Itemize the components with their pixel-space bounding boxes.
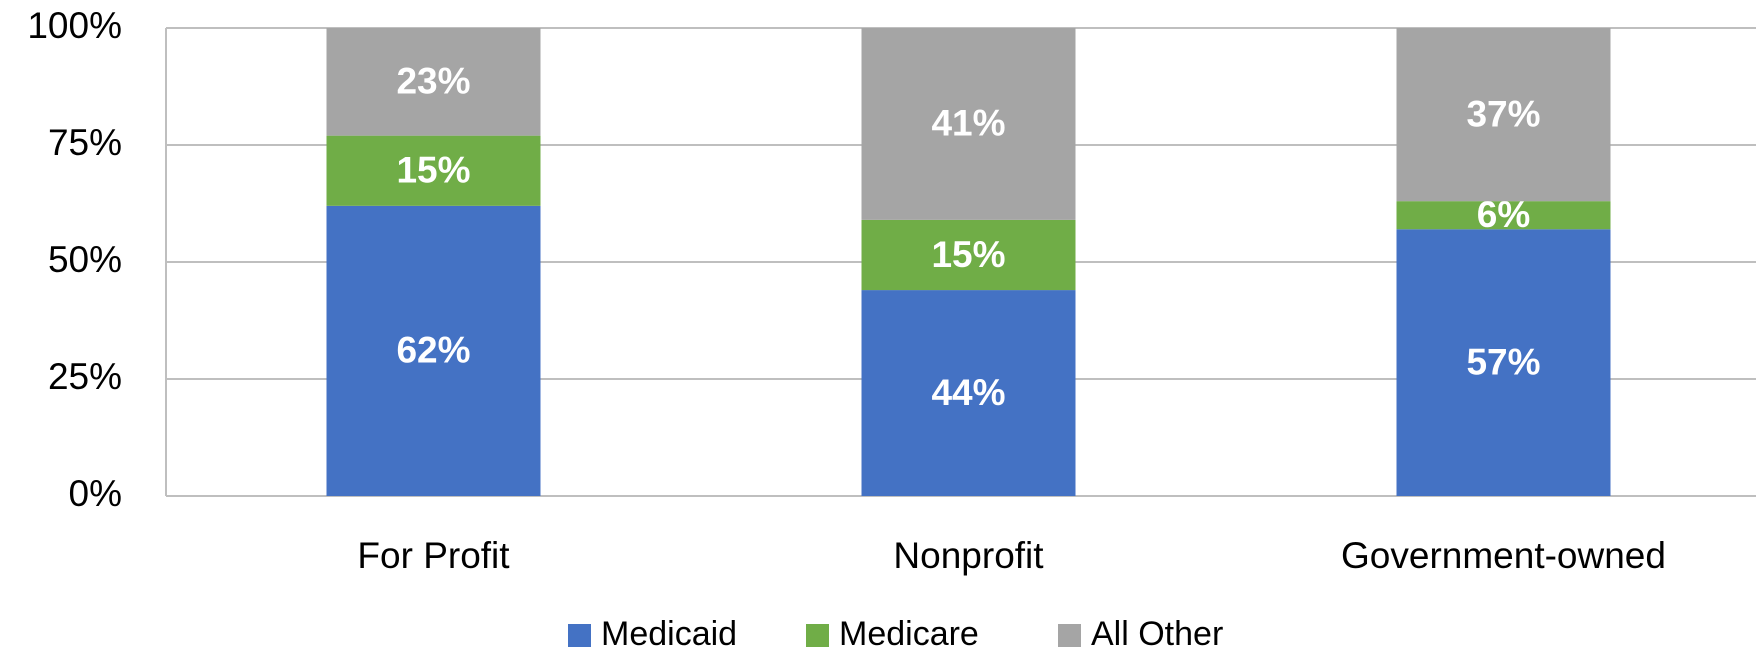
legend-label: Medicaid xyxy=(601,615,737,653)
x-tick-label: For Profit xyxy=(357,535,510,576)
bar-segment xyxy=(1396,201,1611,230)
bar-segment xyxy=(861,28,1076,220)
legend-label: Medicare xyxy=(839,615,979,653)
data-label: 23% xyxy=(396,61,470,102)
y-tick-label: 50% xyxy=(48,239,122,280)
y-tick-label: 75% xyxy=(48,122,122,163)
y-tick-label: 100% xyxy=(27,5,122,46)
y-tick-label: 0% xyxy=(69,473,122,514)
bar-segment xyxy=(1396,28,1611,202)
legend-swatch xyxy=(806,624,829,647)
y-tick-label: 25% xyxy=(48,356,122,397)
bar-segment xyxy=(861,290,1076,496)
legend-swatch xyxy=(568,624,591,647)
data-label: 44% xyxy=(931,372,1005,413)
bar-segment xyxy=(326,205,541,496)
data-label: 37% xyxy=(1466,93,1540,134)
data-label: 57% xyxy=(1466,341,1540,382)
bar-segment xyxy=(1396,229,1611,497)
bar-segment xyxy=(326,135,541,206)
bar-segment xyxy=(326,28,541,136)
legend-swatch xyxy=(1058,624,1081,647)
data-label: 15% xyxy=(931,234,1005,275)
bar-segment xyxy=(861,219,1076,291)
data-label: 15% xyxy=(396,150,470,191)
data-label: 41% xyxy=(931,103,1005,144)
x-tick-label: Government-owned xyxy=(1341,535,1666,576)
legend-label: All Other xyxy=(1091,615,1223,653)
data-label: 62% xyxy=(396,330,470,371)
x-tick-label: Nonprofit xyxy=(893,535,1044,576)
